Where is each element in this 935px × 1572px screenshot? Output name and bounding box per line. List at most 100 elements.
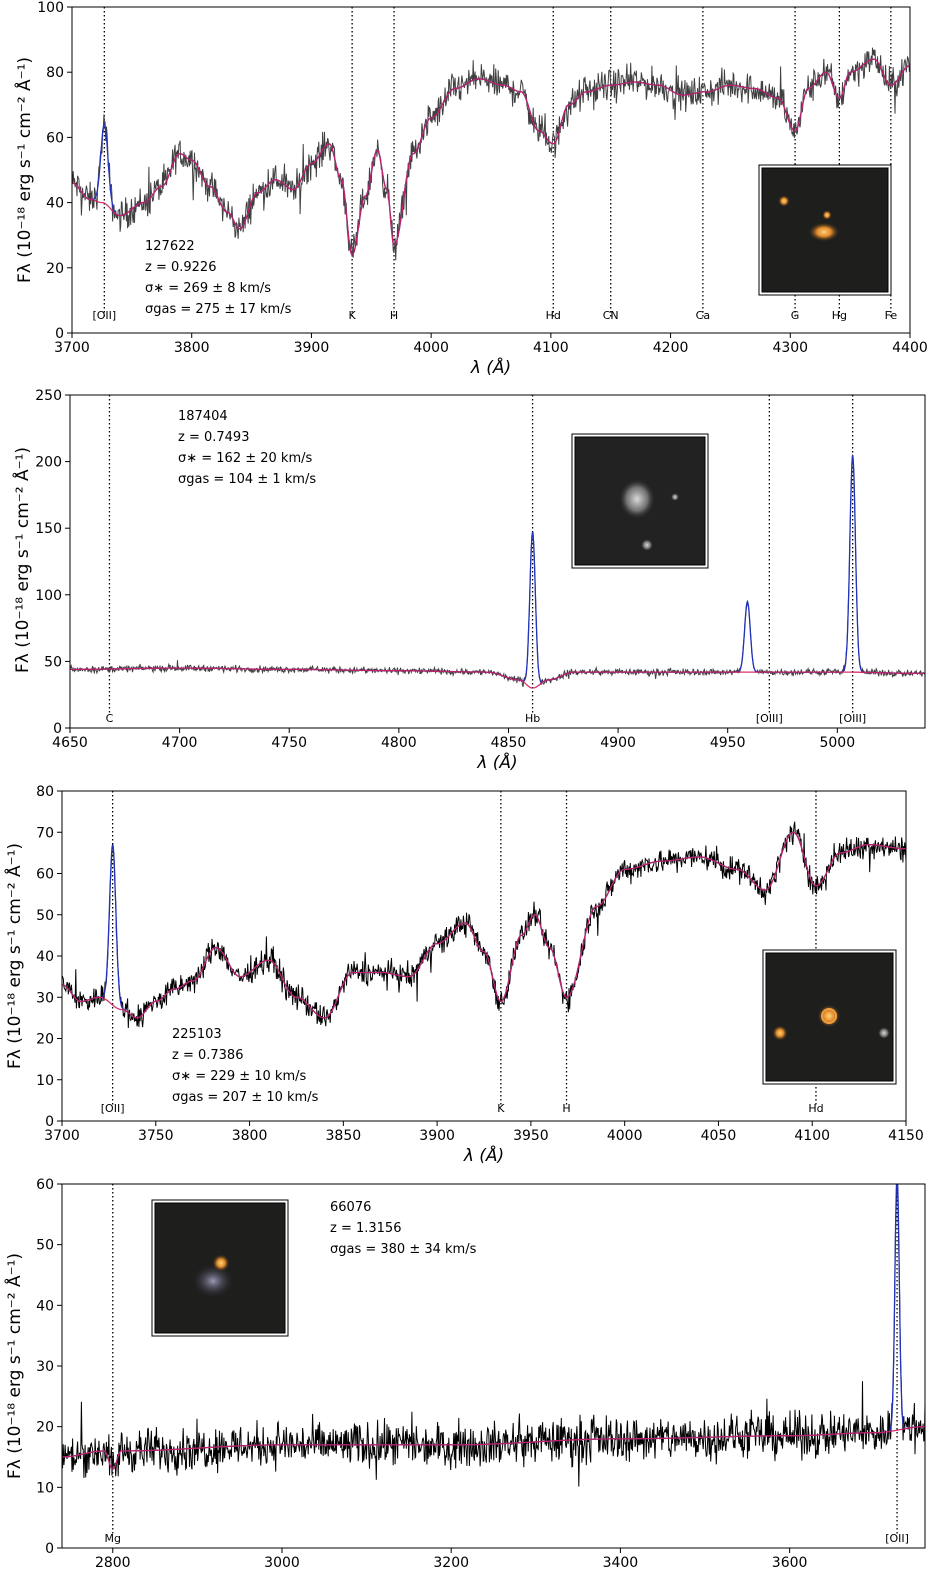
y-tick-label: 50 [36,1238,54,1254]
y-tick-label: 20 [36,1420,54,1436]
model-fit-line [70,455,925,683]
observed-spectrum [70,454,925,687]
stellar-continuum-line [70,667,925,689]
observed-spectrum [72,47,910,261]
annotation-text: z = 0.7386 [172,1048,243,1063]
spectral-line-label: C [106,712,114,725]
y-tick-label: 40 [46,196,64,212]
annotation-text: σgas = 380 ± 34 km/s [330,1242,477,1257]
x-tick-label: 3000 [264,1555,300,1571]
y-axis-label: Fλ (10⁻¹⁸ erg s⁻¹ cm⁻² Å⁻¹) [3,1253,25,1479]
stellar-continuum-line [62,1426,925,1470]
galaxy-blob [778,195,790,207]
spectral-line-label: [OII] [885,1532,909,1545]
x-tick-label: 3750 [138,1128,174,1144]
x-tick-label: 3900 [294,340,330,356]
x-tick-label: 4200 [653,340,689,356]
plot-frame [69,394,926,729]
spectral-line-label: [OIII] [839,712,866,725]
spectral-line-label: [OII] [101,1102,125,1115]
y-tick-label: 50 [36,908,54,924]
galaxy-ring [821,1008,837,1024]
annotation-text: σgas = 104 ± 1 km/s [178,472,316,487]
y-tick-label: 250 [35,388,62,404]
galaxy-blob [212,1254,230,1272]
spectral-line-label: Hb [525,712,540,725]
y-tick-label: 20 [36,1032,54,1048]
spectral-line-label: Mg [105,1532,121,1545]
y-tick-label: 0 [53,721,62,737]
galaxy-blob [191,1263,235,1299]
x-tick-label: 3800 [232,1128,268,1144]
y-tick-label: 150 [35,521,62,537]
x-axis-label: λ (Å) [463,1144,504,1166]
x-tick-label: 3600 [772,1555,808,1571]
y-tick-label: 40 [36,949,54,965]
y-tick-label: 100 [37,0,64,16]
plot-frame [71,6,911,334]
annotation-text: z = 0.7493 [178,430,249,445]
annotation-text: 187404 [178,409,228,424]
x-tick-label: 4050 [701,1128,737,1144]
x-tick-label: 3900 [419,1128,455,1144]
x-tick-label: 3400 [603,1555,639,1571]
galaxy-blob [878,1027,890,1039]
y-tick-label: 80 [46,65,64,81]
x-tick-label: 2800 [95,1555,131,1571]
galaxy-blob [671,493,679,501]
x-tick-label: 3850 [326,1128,362,1144]
y-tick-label: 70 [36,825,54,841]
y-tick-label: 200 [35,455,62,471]
spectral-line-label: H [562,1102,570,1115]
x-tick-label: 4950 [710,735,746,751]
x-tick-label: 3200 [433,1555,469,1571]
y-tick-label: 50 [44,654,62,670]
y-tick-label: 30 [36,990,54,1006]
galaxy-blob [822,210,832,220]
spectral-line-label: Fe [885,309,898,322]
y-axis-label: Fλ (10⁻¹⁸ erg s⁻¹ cm⁻² Å⁻¹) [3,843,25,1069]
stellar-continuum-line [62,831,906,1019]
x-axis-label: λ (Å) [476,751,517,773]
spectral-line-label: Hd [546,309,561,322]
x-tick-label: 5000 [819,735,855,751]
spectral-line-label: Hg [832,309,847,322]
observed-spectrum [62,1184,925,1487]
x-tick-label: 3700 [44,1128,80,1144]
x-tick-label: 4300 [772,340,808,356]
stellar-continuum-line [72,58,910,256]
y-tick-label: 60 [36,867,54,883]
spectral-line-label: CN [603,309,619,322]
y-axis-label: Fλ (10⁻¹⁸ erg s⁻¹ cm⁻² Å⁻¹) [13,57,35,283]
spectral-line-label: Hd [808,1102,823,1115]
spectral-line-label: [OII] [92,309,116,322]
x-tick-label: 3800 [174,340,210,356]
spectral-line-label: Ca [696,309,710,322]
observed-spectrum [62,821,906,1029]
annotation-text: z = 0.9226 [145,260,216,275]
spectral-line-label: K [497,1102,505,1115]
galaxy-blob [641,539,653,551]
annotation-text: 127622 [145,239,195,254]
x-tick-label: 4650 [52,735,88,751]
galaxy-blob [808,222,840,242]
chart-panel-4: Mg [OII] 2800 3000 3200 3400 3600 0 10 20 30 40 50 60… [3,1177,926,1572]
annotation-text: σgas = 275 ± 17 km/s [145,302,292,317]
galaxy-blob [772,1025,788,1041]
x-tick-label: 4000 [413,340,449,356]
y-tick-label: 0 [55,326,64,342]
annotation-text: z = 1.3156 [330,1221,401,1236]
annotation-text: σ∗ = 269 ± 8 km/s [145,281,271,296]
spectral-line-label: G [791,309,800,322]
x-tick-label: 4100 [794,1128,830,1144]
annotation-text: 225103 [172,1027,222,1042]
x-axis-label: λ (Å) [470,356,511,378]
x-tick-label: 4750 [271,735,307,751]
y-tick-label: 10 [36,1073,54,1089]
y-tick-label: 20 [46,261,64,277]
x-tick-label: 4800 [381,735,417,751]
x-tick-label: 3950 [513,1128,549,1144]
chart-panel-2: C Hb [OIII] [OIII] 4650 4700 4750 4800 4850 4900 4… [11,388,926,773]
x-tick-label: 4150 [888,1128,924,1144]
